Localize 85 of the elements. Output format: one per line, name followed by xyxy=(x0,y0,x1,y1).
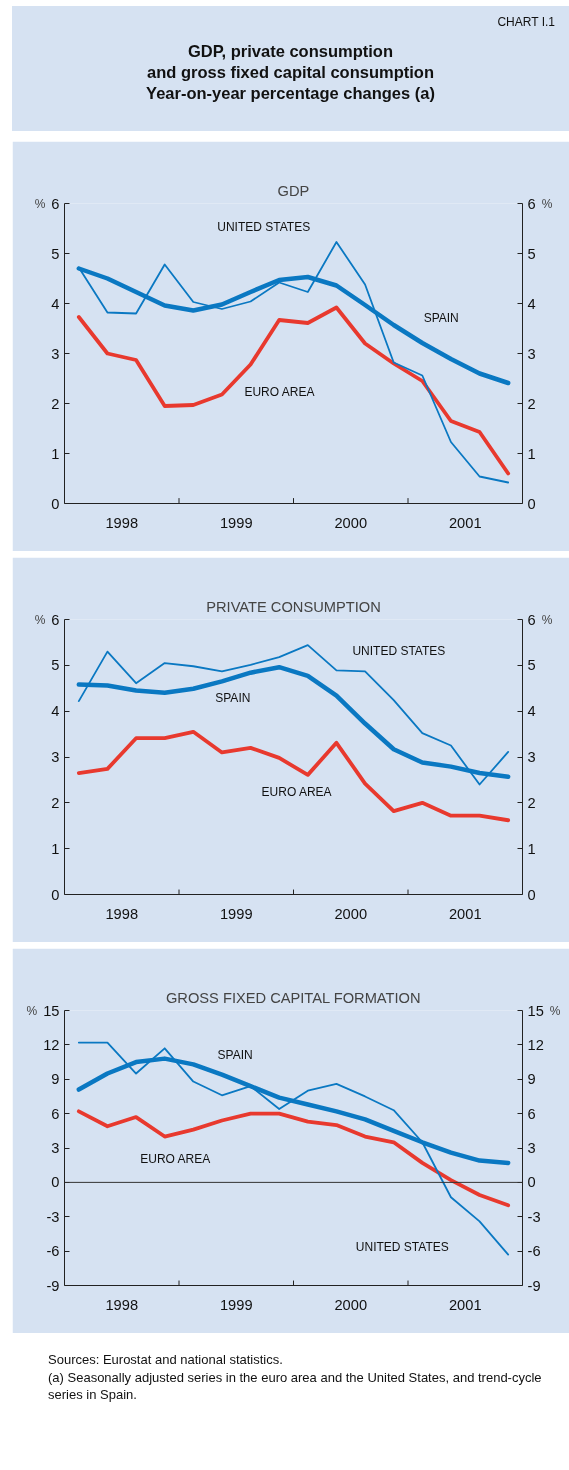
series-label: SPAIN xyxy=(423,310,459,325)
y2-tick-label: 1 xyxy=(527,840,536,857)
text: UNITED STATES xyxy=(355,1239,449,1254)
y-tick-label: 12 xyxy=(43,1036,60,1053)
y2-tick-label: 3 xyxy=(527,1140,536,1156)
y-tick-label: 15 xyxy=(43,1002,60,1019)
y-tick-label: 2 xyxy=(51,794,60,811)
y2-tick-label: 1 xyxy=(527,445,536,462)
x-tick-label: 2001 xyxy=(448,905,482,922)
x-tick-label: 1998 xyxy=(105,905,139,922)
y-tick-label: 6 xyxy=(51,195,60,212)
y2-tick-label: 0 xyxy=(527,1174,536,1191)
x-tick-label: 1998 xyxy=(105,1296,139,1313)
line-series xyxy=(77,644,510,786)
y2-tick-label: -3 xyxy=(527,1208,541,1225)
y-tick-label: 2 xyxy=(51,395,60,412)
y2-tick-label: 9 xyxy=(527,1071,536,1088)
y2-tick-label: 6 xyxy=(527,611,536,628)
y2-tick-label: 0 xyxy=(527,495,536,512)
x-tick-label: 1999 xyxy=(219,514,253,531)
y-tick-label: 6 xyxy=(51,611,60,628)
y2-tick-label: 2 xyxy=(527,395,536,412)
y-tick-label: 0 xyxy=(51,1174,60,1191)
text: EURO AREA xyxy=(140,1152,211,1167)
chart-title: PRIVATE CONSUMPTION xyxy=(206,598,381,615)
x-tick-label: 2000 xyxy=(334,514,368,531)
y-tick-label: 3 xyxy=(51,1140,60,1156)
y-tick-label: 4 xyxy=(51,295,60,312)
y-tick-label: -3 xyxy=(46,1208,60,1225)
y-tick-label: 1 xyxy=(51,445,60,462)
x-tick-label: 2000 xyxy=(334,905,368,922)
y2-tick-label: 5 xyxy=(527,657,536,674)
y-tick-label: -6 xyxy=(46,1243,60,1260)
x-tick-label: 2001 xyxy=(448,514,482,531)
series-label: EURO AREA xyxy=(244,384,315,399)
chart-title: GDP xyxy=(277,182,310,199)
text: GDP, private consumption and gross fixed capital consumption Year-on-year percentage changes (a) xyxy=(145,41,436,105)
y-tick-label: 5 xyxy=(51,657,60,674)
series-label: UNITED STATES xyxy=(352,644,446,659)
y-axis-title: % xyxy=(34,612,46,627)
series-label: SPAIN xyxy=(215,690,251,705)
line-series xyxy=(76,305,511,476)
x-tick-label: 2000 xyxy=(334,1296,368,1313)
line-series xyxy=(77,1041,510,1256)
x-tick-label: 2001 xyxy=(448,1296,482,1313)
y2-tick-label: 3 xyxy=(527,749,536,765)
y2-tick-label: 5 xyxy=(527,245,536,262)
y2-tick-label: 4 xyxy=(527,295,536,312)
y2-tick-label: -9 xyxy=(527,1277,541,1294)
x-tick-label: 1999 xyxy=(219,1296,253,1313)
y-tick-label: 9 xyxy=(51,1071,60,1088)
y-tick-label: 5 xyxy=(51,245,60,262)
y-tick-label: 3 xyxy=(51,749,60,765)
y2-tick-label: 6 xyxy=(527,195,536,212)
series-label: SPAIN xyxy=(217,1048,253,1063)
y2-axis-title: % xyxy=(549,1003,561,1018)
y-tick-label: 0 xyxy=(51,495,60,512)
y2-tick-label: -6 xyxy=(527,1243,541,1260)
text: UNITED STATES xyxy=(217,219,311,234)
y-tick-label: 4 xyxy=(51,703,60,720)
y2-tick-label: 0 xyxy=(527,886,536,903)
x-tick-label: 1998 xyxy=(105,514,139,531)
y-tick-label: 6 xyxy=(51,1105,60,1122)
y2-tick-label: 4 xyxy=(527,703,536,720)
line-series xyxy=(76,729,511,823)
y2-tick-label: 15 xyxy=(527,1002,544,1019)
y2-tick-label: 3 xyxy=(527,345,536,362)
y-tick-label: 0 xyxy=(51,886,60,903)
y2-axis-title: % xyxy=(541,612,553,627)
chart-title: GROSS FIXED CAPITAL FORMATION xyxy=(165,989,421,1006)
y2-tick-label: 2 xyxy=(527,794,536,811)
y-tick-label: 3 xyxy=(51,345,60,362)
series-label: EURO AREA xyxy=(261,784,332,799)
y-tick-label: 1 xyxy=(51,840,60,857)
source-note: Sources: Eurostat and national statistics. xyxy=(48,1351,284,1368)
y-axis-title: % xyxy=(26,1003,38,1018)
line-series xyxy=(76,1109,511,1208)
y2-tick-label: 12 xyxy=(527,1036,544,1053)
y-tick-label: -9 xyxy=(46,1277,60,1294)
y2-axis-title: % xyxy=(541,196,553,211)
text: (a) Seasonally adjusted series in the euro area and the United States, and trend-cycle series in Spain. xyxy=(48,1369,543,1403)
x-tick-label: 1999 xyxy=(219,905,253,922)
text: CHART I.1 xyxy=(497,15,556,29)
y-axis-title: % xyxy=(34,196,46,211)
y2-tick-label: 6 xyxy=(527,1105,536,1122)
